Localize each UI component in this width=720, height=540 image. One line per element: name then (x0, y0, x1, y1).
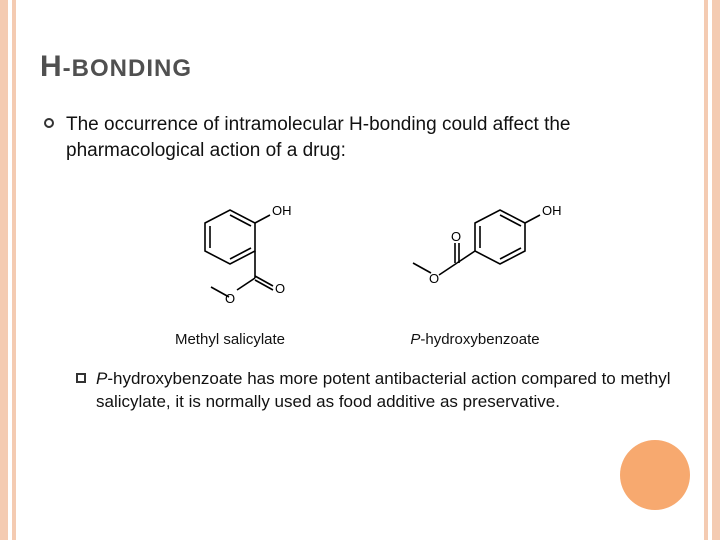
svg-text:OH: OH (272, 203, 292, 218)
sub-prefix: P (96, 369, 107, 388)
diagram-left-label: Methyl salicylate (175, 331, 285, 348)
svg-text:O: O (429, 271, 439, 286)
accent-circle (620, 440, 690, 510)
bullet-circle-icon (44, 118, 54, 128)
diagram-right-label: P-hydroxybenzoate (410, 331, 539, 348)
diagram-p-hydroxybenzoate: OH O O P-hydroxybenzoate (385, 193, 565, 348)
diagram-methyl-salicylate: OH O O Methyl salicylate (155, 193, 305, 348)
sub-bullet: P-hydroxybenzoate has more potent antiba… (76, 368, 680, 414)
slide-title: H-BONDING (40, 50, 680, 84)
right-stripe-outer (712, 0, 720, 540)
p-hydroxybenzoate-structure: OH O O (385, 193, 565, 323)
bullet-square-icon (76, 373, 86, 383)
chemical-diagrams: OH O O Methyl salicylate (40, 193, 680, 348)
sub-rest: -hydroxybenzoate has more potent antibac… (96, 369, 671, 411)
diagram-right-prefix: P (410, 331, 420, 348)
title-rest: BONDING (72, 55, 192, 82)
diagram-right-rest: -hydroxybenzoate (420, 331, 539, 348)
svg-text:O: O (275, 281, 285, 296)
svg-text:OH: OH (542, 203, 562, 218)
right-stripe-inner (704, 0, 708, 540)
main-bullet: The occurrence of intramolecular H-bondi… (44, 112, 680, 163)
title-big: H (40, 50, 63, 83)
left-stripe-outer (0, 0, 8, 540)
svg-text:O: O (225, 291, 235, 306)
sub-bullet-text: P-hydroxybenzoate has more potent antiba… (96, 368, 680, 414)
methyl-salicylate-structure: OH O O (155, 193, 305, 323)
left-stripe-inner (12, 0, 16, 540)
slide-content: H-BONDING The occurrence of intramolecul… (40, 50, 680, 414)
title-dash: - (63, 55, 72, 82)
main-bullet-text: The occurrence of intramolecular H-bondi… (66, 112, 680, 163)
svg-text:O: O (451, 229, 461, 244)
